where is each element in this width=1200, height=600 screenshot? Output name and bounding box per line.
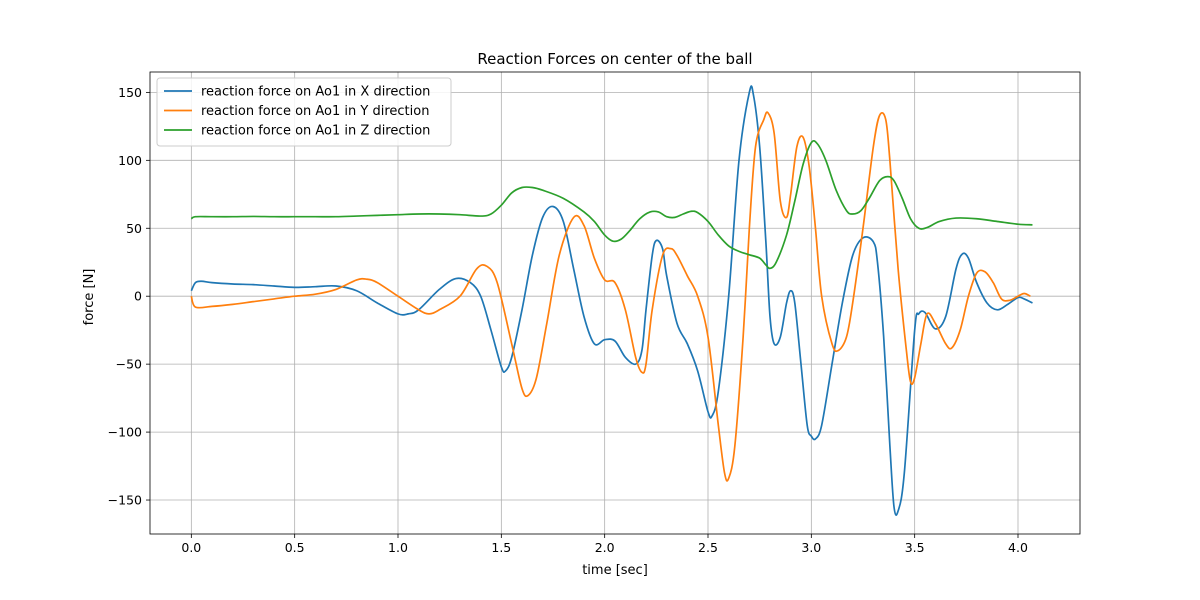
legend: reaction force on Ao1 in X direction reac… <box>156 77 452 147</box>
series-lines <box>190 85 1033 516</box>
y-axis-label: force [N] <box>82 269 97 326</box>
x-tick-label: 2.5 <box>698 540 718 555</box>
x-axis-label: time [sec] <box>582 563 648 578</box>
x-tick-label: 1.5 <box>491 540 511 555</box>
x-tick-label: 0.5 <box>285 540 305 555</box>
legend-label-1: reaction force on Ao1 in X direction <box>201 85 430 100</box>
y-tick-label: 50 <box>126 221 142 236</box>
legend-label-2: reaction force on Ao1 in Y direction <box>201 104 429 119</box>
x-tick-label: 3.5 <box>905 540 925 555</box>
axis-ticks: 0.0 0.5 1.0 1.5 2.0 2.5 3.0 3.5 4.0 −150 −100 −50 0 5… <box>108 85 1028 555</box>
x-tick-label: 4.0 <box>1008 540 1028 555</box>
y-tick-label: 100 <box>118 153 142 168</box>
series-line-1 <box>190 85 1033 516</box>
legend-box <box>156 77 452 147</box>
plot-area-frame <box>149 71 1081 535</box>
x-tick-label: 3.0 <box>801 540 821 555</box>
series-line-3 <box>190 139 1033 270</box>
y-tick-label: −50 <box>116 357 142 372</box>
y-tick-label: −100 <box>108 425 142 440</box>
grid <box>150 72 1080 534</box>
x-tick-label: 0.0 <box>181 540 201 555</box>
legend-label-3: reaction force on Ao1 in Z direction <box>201 124 430 139</box>
chart-title: Reaction Forces on center of the ball <box>477 50 752 68</box>
series-line-2 <box>190 111 1031 482</box>
x-tick-label: 1.0 <box>388 540 408 555</box>
x-tick-label: 2.0 <box>595 540 615 555</box>
y-tick-label: 150 <box>118 85 142 100</box>
y-tick-label: −150 <box>108 493 142 508</box>
y-tick-label: 0 <box>134 289 142 304</box>
